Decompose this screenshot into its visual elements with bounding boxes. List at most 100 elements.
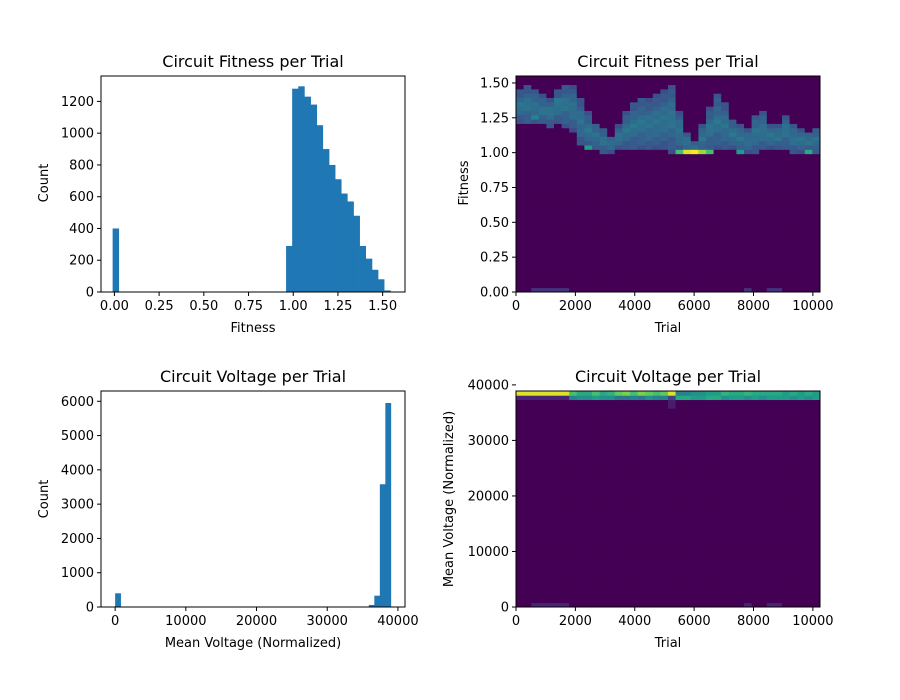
heatmap-cell — [622, 473, 631, 478]
heatmap-cell — [554, 80, 562, 86]
heatmap-cell — [797, 266, 806, 271]
heatmap-cell — [622, 537, 631, 543]
heatmap-cell — [645, 231, 654, 237]
heatmap-cell — [690, 455, 699, 461]
heatmap-cell — [584, 274, 593, 280]
heatmap-cell — [576, 261, 585, 267]
heatmap-cell — [645, 261, 654, 267]
heatmap-cell — [645, 490, 654, 496]
heatmap-cell — [706, 473, 714, 478]
heatmap-cell — [645, 581, 654, 586]
heatmap-cell — [584, 97, 593, 103]
heatmap-cell — [614, 559, 623, 565]
heatmap-cell — [766, 507, 775, 513]
heatmap-cell — [599, 481, 608, 487]
heatmap-cell — [599, 240, 608, 245]
heatmap-cell — [668, 101, 676, 107]
heatmap-cell — [523, 477, 532, 483]
heatmap-cell — [782, 175, 790, 181]
heatmap-cell — [592, 585, 600, 591]
heatmap-cell — [683, 222, 692, 228]
heatmap-cell — [614, 438, 623, 444]
heatmap-cell — [759, 499, 768, 504]
heatmap-cell — [698, 235, 707, 241]
heatmap-cell — [797, 490, 806, 496]
heatmap-cell — [751, 434, 760, 439]
heatmap-cell — [675, 136, 684, 142]
heatmap-cell — [614, 114, 623, 120]
heatmap-cell — [744, 162, 752, 168]
heatmap-cell — [516, 175, 524, 181]
heatmap-cell — [531, 594, 540, 599]
heatmap-cell — [637, 421, 646, 426]
heatmap-cell — [592, 408, 600, 413]
heatmap-cell — [812, 162, 821, 168]
heatmap-cell — [531, 76, 540, 81]
heatmap-cell — [728, 248, 737, 254]
heatmap-cell — [576, 179, 585, 185]
y-tick-label: 6000 — [61, 395, 94, 410]
heatmap-cell — [645, 395, 654, 401]
histogram-bar — [298, 86, 305, 292]
heatmap-cell — [668, 494, 676, 500]
heatmap-cell — [683, 477, 692, 483]
heatmap-cell — [736, 88, 745, 94]
heatmap-cell — [630, 468, 638, 474]
heatmap-cell — [789, 477, 798, 483]
heatmap-cell — [698, 274, 707, 280]
heatmap-cell — [690, 227, 699, 232]
heatmap-cell — [569, 438, 578, 444]
heatmap-cell — [668, 594, 676, 599]
heatmap-cell — [614, 451, 623, 457]
heatmap-cell — [675, 516, 684, 521]
heatmap-cell — [690, 594, 699, 599]
heatmap-cell — [744, 84, 752, 90]
heatmap-cell — [607, 270, 616, 276]
heatmap-cell — [531, 477, 540, 483]
heatmap-cell — [523, 563, 532, 569]
heatmap-cell — [797, 395, 806, 401]
heatmap-cell — [721, 468, 730, 474]
heatmap-cell — [766, 434, 775, 439]
heatmap-cell — [599, 524, 608, 530]
heatmap-cell — [728, 416, 737, 422]
heatmap-cell — [766, 279, 775, 284]
heatmap-cell — [782, 201, 790, 206]
heatmap-cell — [721, 88, 730, 94]
heatmap-cell — [607, 529, 616, 534]
heatmap-cell — [744, 253, 752, 258]
heatmap-cell — [721, 429, 730, 435]
heatmap-cell — [789, 594, 798, 599]
heatmap-cell — [789, 175, 798, 181]
heatmap-cell — [683, 106, 692, 111]
heatmap-cell — [607, 287, 616, 293]
heatmap-cell — [569, 494, 578, 500]
heatmap-cell — [531, 468, 540, 474]
heatmap-cell — [531, 403, 540, 409]
heatmap-cell — [516, 546, 524, 552]
heatmap-cell — [576, 529, 585, 534]
heatmap-cell — [736, 412, 745, 418]
heatmap-cell — [637, 222, 646, 228]
heatmap-cell — [576, 438, 585, 444]
heatmap-cell — [736, 581, 745, 586]
heatmap-cell — [782, 153, 790, 159]
heatmap-cell — [698, 511, 707, 517]
heatmap-cell — [683, 542, 692, 547]
heatmap-cell — [538, 447, 547, 452]
heatmap-cell — [698, 214, 707, 219]
heatmap-cell — [614, 425, 623, 431]
heatmap-cell — [546, 201, 555, 206]
heatmap-cell — [713, 594, 722, 599]
heatmap-cell — [736, 546, 745, 552]
y-tick-label: 0 — [501, 601, 509, 616]
heatmap-cell — [675, 270, 684, 276]
heatmap-cell — [630, 196, 638, 202]
heatmap-cell — [614, 123, 623, 129]
heatmap-cell — [766, 101, 775, 107]
heatmap-cell — [721, 106, 730, 111]
heatmap-cell — [614, 568, 623, 573]
heatmap-cell — [576, 149, 585, 155]
heatmap-cell — [614, 546, 623, 552]
heatmap-cell — [683, 468, 692, 474]
